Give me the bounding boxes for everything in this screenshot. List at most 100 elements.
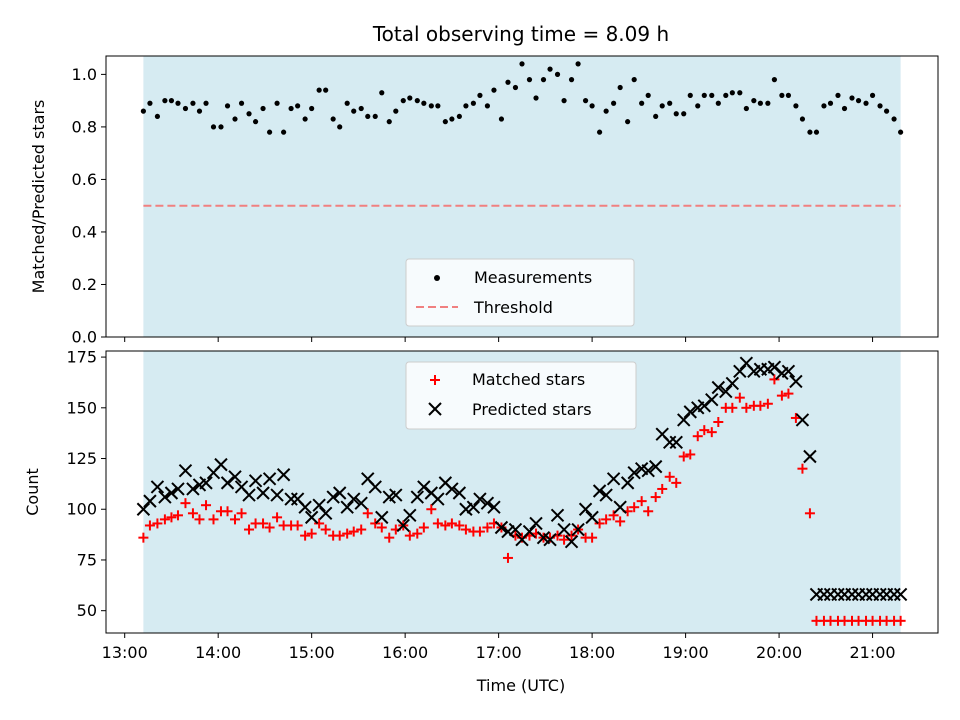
matched-star-point [594,518,605,529]
matched-star-point [804,508,815,519]
measurement-point [653,113,659,120]
measurement-point [246,111,252,117]
matched-star-point [300,530,311,541]
measurement-point [407,95,413,101]
predicted-star-point [845,587,859,602]
predicted-star-point [284,492,298,506]
measurement-point [611,100,617,106]
measurement-point [673,111,679,117]
matched-star-point [566,530,577,541]
predicted-star-point [150,480,165,494]
measurement-point [344,100,350,106]
predicted-star-point [648,459,663,474]
predicted-stars-points [136,356,908,602]
matched-star-point [629,502,640,513]
measurement-point [442,119,448,125]
measurement-point [295,103,301,109]
measurement-point [898,129,904,135]
measurement-point [568,77,575,83]
top-legend-box [405,258,635,327]
matched-star-point [460,524,471,535]
predicted-star-point [501,524,515,539]
measurement-point [210,124,217,130]
measurement-point [288,105,294,112]
predicted-star-point [340,500,354,514]
predicted-star-point [171,482,185,496]
measurement-point [477,92,483,98]
matched-star-point [187,508,198,519]
matched-star-point [236,508,247,519]
matched-star-point [159,514,170,525]
matched-star-point [152,518,163,529]
top-y-tick-label: 0.2 [72,275,97,294]
legend-predicted-marker [428,402,442,416]
measurement-point [154,113,161,120]
matched-star-point [138,532,149,543]
predicted-star-point [669,435,683,450]
measurement-point [484,103,491,109]
matched-star-point [348,526,359,537]
measurement-point [218,124,224,130]
measurement-point [631,77,637,83]
matched-star-point [454,520,465,531]
measurement-point [175,100,181,106]
matched-star-point [292,520,303,531]
measurement-point [400,98,406,104]
predicted-star-point [199,476,213,490]
measurement-point [799,116,806,122]
predicted-star-point [620,476,635,490]
measurement-point [414,98,420,104]
predicted-star-point [326,490,340,504]
predicted-star-point [859,587,873,602]
measurement-point [533,95,539,101]
predicted-star-point [333,486,347,500]
predicted-star-point [585,510,599,525]
predicted-star-point [480,496,495,510]
bottom-y-tick-label: 75 [77,550,97,569]
measurement-point [190,100,196,106]
measurement-point [260,105,266,112]
bottom-x-tick-label: 13:00 [102,643,148,662]
measurement-point [729,90,735,96]
predicted-star-point [557,522,571,537]
measurement-point [372,113,378,120]
measurement-point [869,92,876,98]
measurement-point [491,87,497,93]
predicted-star-point [164,486,179,500]
matched-star-point [342,528,353,539]
predicted-star-point [143,494,157,508]
measurement-point [147,100,153,106]
matched-star-point [264,522,275,533]
matched-star-point [201,500,212,511]
measurement-point [793,103,799,109]
matched-stars-points [138,374,906,626]
bottom-y-tick-label: 100 [66,500,97,519]
predicted-star-point [543,532,557,547]
matched-star-point [783,388,794,399]
matched-star-point [587,532,598,543]
predicted-star-point [592,484,607,498]
bottom-y-tick-label: 125 [66,449,97,468]
matched-star-point [144,520,155,531]
matched-star-point [769,374,780,385]
predicted-star-point [817,587,831,602]
predicted-star-point [529,516,543,531]
legend-matched-marker [430,375,440,385]
predicted-star-point [677,413,691,427]
matched-star-point [334,530,345,541]
matched-star-point [706,427,717,438]
top-y-axis-label: Matched/Predicted stars [29,100,48,294]
top-y-tick-label: 0.4 [72,222,97,241]
predicted-star-point [662,435,677,450]
top-panel: 0.0 0.2 0.4 0.6 0.8 1.0 Matched/Predicted sta… [29,55,939,347]
measurement-point [428,103,434,109]
bottom-legend: Matched stars Predicted stars [405,361,637,430]
predicted-star-point [354,496,368,510]
predicted-star-point [270,488,284,502]
matched-star-point [727,402,738,413]
predicted-star-point [214,457,228,472]
matched-star-point [601,514,612,525]
matched-star-point [797,463,808,474]
matched-star-point [685,449,696,460]
matched-star-point [166,512,177,523]
